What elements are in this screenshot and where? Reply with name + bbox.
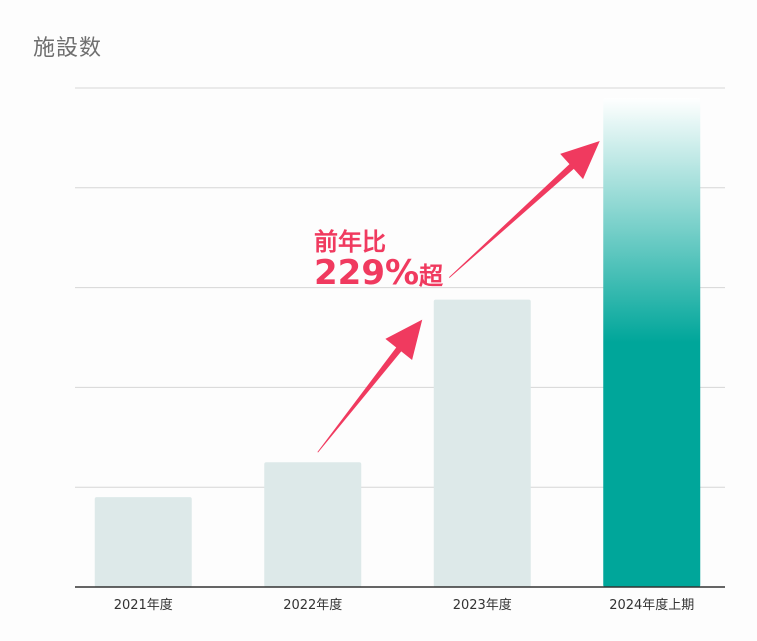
bar-2 <box>264 462 362 587</box>
growth-arrow-2022-2023-shape <box>317 319 423 453</box>
growth-arrows <box>317 140 600 453</box>
x-tick-label: 2021年度 <box>114 597 173 613</box>
x-tick-label: 2023年度 <box>453 597 512 613</box>
bars <box>94 97 701 587</box>
growth-arrow-2023-2024-shape <box>448 140 600 278</box>
bar-3 <box>433 299 531 587</box>
bar-1 <box>94 497 192 587</box>
growth-callout-label: 前年比 <box>314 228 386 256</box>
growth-callout-percent: 229% <box>314 253 420 293</box>
growth-arrow-2023-2024 <box>448 140 600 278</box>
bar-4 <box>603 97 701 587</box>
growth-callout-suffix: 超 <box>419 262 444 290</box>
x-axis: 2021年度 2022年度 2023年度 2024年度上期 <box>75 586 725 613</box>
x-tick-label: 2024年度上期 <box>609 597 694 613</box>
x-tick-label: 2022年度 <box>283 597 342 613</box>
growth-arrow-2022-2023 <box>317 319 423 453</box>
chart-title: 施設数 <box>33 36 103 61</box>
growth-callout-value: 229%超 <box>314 253 443 293</box>
